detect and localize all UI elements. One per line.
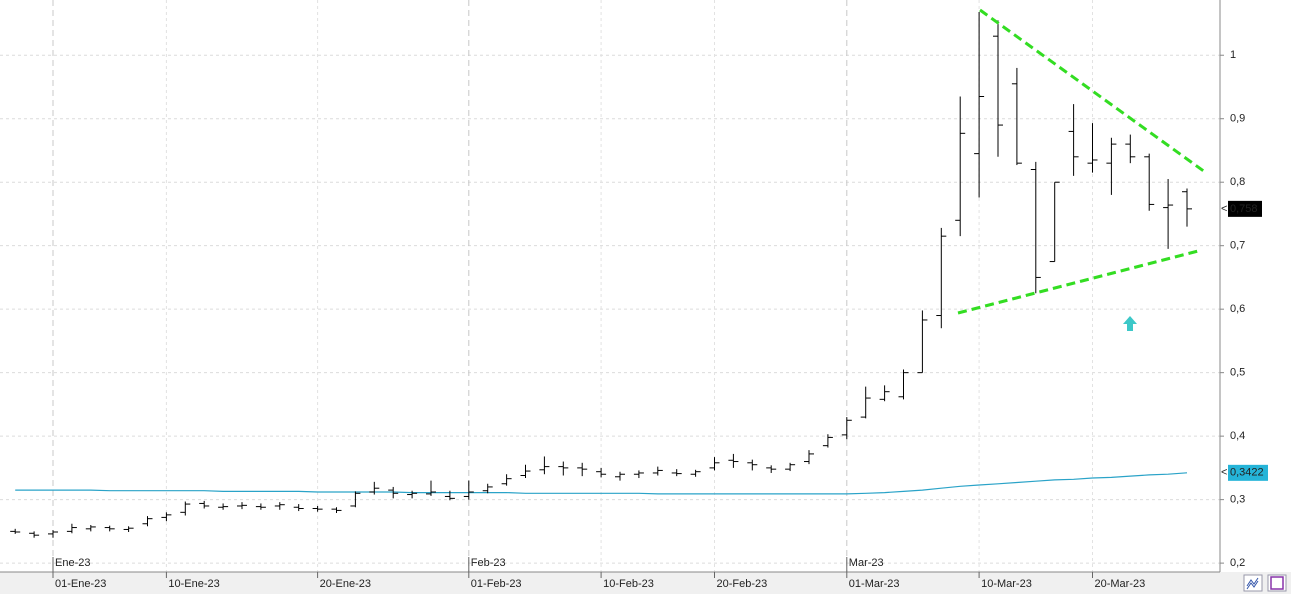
y-tick-label: 0,3 bbox=[1230, 494, 1245, 506]
marks bbox=[10, 12, 1192, 538]
price-label: 0,758 bbox=[1230, 203, 1258, 215]
x-tick-label: 01-Ene-23 bbox=[55, 578, 106, 590]
y-tick-label: 0,2 bbox=[1230, 557, 1245, 569]
price-label-box bbox=[1228, 200, 1262, 217]
ma-pointer: < bbox=[1221, 467, 1227, 479]
x-tick-label: 10-Ene-23 bbox=[168, 578, 219, 590]
y-tick-label: 0,7 bbox=[1230, 240, 1245, 252]
x-tick-label: 20-Mar-23 bbox=[1095, 578, 1146, 590]
save-button[interactable] bbox=[1267, 574, 1287, 592]
arrow-icon bbox=[1123, 316, 1137, 331]
y-tick-label: 0,8 bbox=[1230, 176, 1245, 188]
x-axis-strip bbox=[0, 572, 1240, 594]
y-tick-label: 0,4 bbox=[1230, 430, 1245, 442]
x-tick-label: 10-Mar-23 bbox=[981, 578, 1032, 590]
y-tick-label: 0,5 bbox=[1230, 367, 1245, 379]
zoom-icon bbox=[1246, 577, 1259, 590]
trendline-lower bbox=[957, 248, 1203, 315]
y-tick-label: 0,9 bbox=[1230, 113, 1245, 125]
ma-label: 0,3422 bbox=[1230, 467, 1264, 479]
y-tick-label: 0,6 bbox=[1230, 303, 1245, 315]
save-icon bbox=[1270, 576, 1284, 590]
moving-average-line bbox=[15, 472, 1188, 495]
x-tick-label: 01-Feb-23 bbox=[471, 578, 522, 590]
y-tick-label: 1 bbox=[1230, 49, 1236, 61]
ma-label-box bbox=[1228, 464, 1268, 481]
month-label: Mar-23 bbox=[849, 557, 884, 569]
month-label: Ene-23 bbox=[55, 557, 90, 569]
x-tick-label: 10-Feb-23 bbox=[603, 578, 654, 590]
month-label: Feb-23 bbox=[471, 557, 506, 569]
x-tick-label: 20-Feb-23 bbox=[717, 578, 768, 590]
trendline-upper bbox=[979, 8, 1206, 174]
x-tick-label: 01-Mar-23 bbox=[849, 578, 900, 590]
price-pointer: < bbox=[1221, 203, 1227, 215]
x-tick-label: 20-Ene-23 bbox=[320, 578, 371, 590]
